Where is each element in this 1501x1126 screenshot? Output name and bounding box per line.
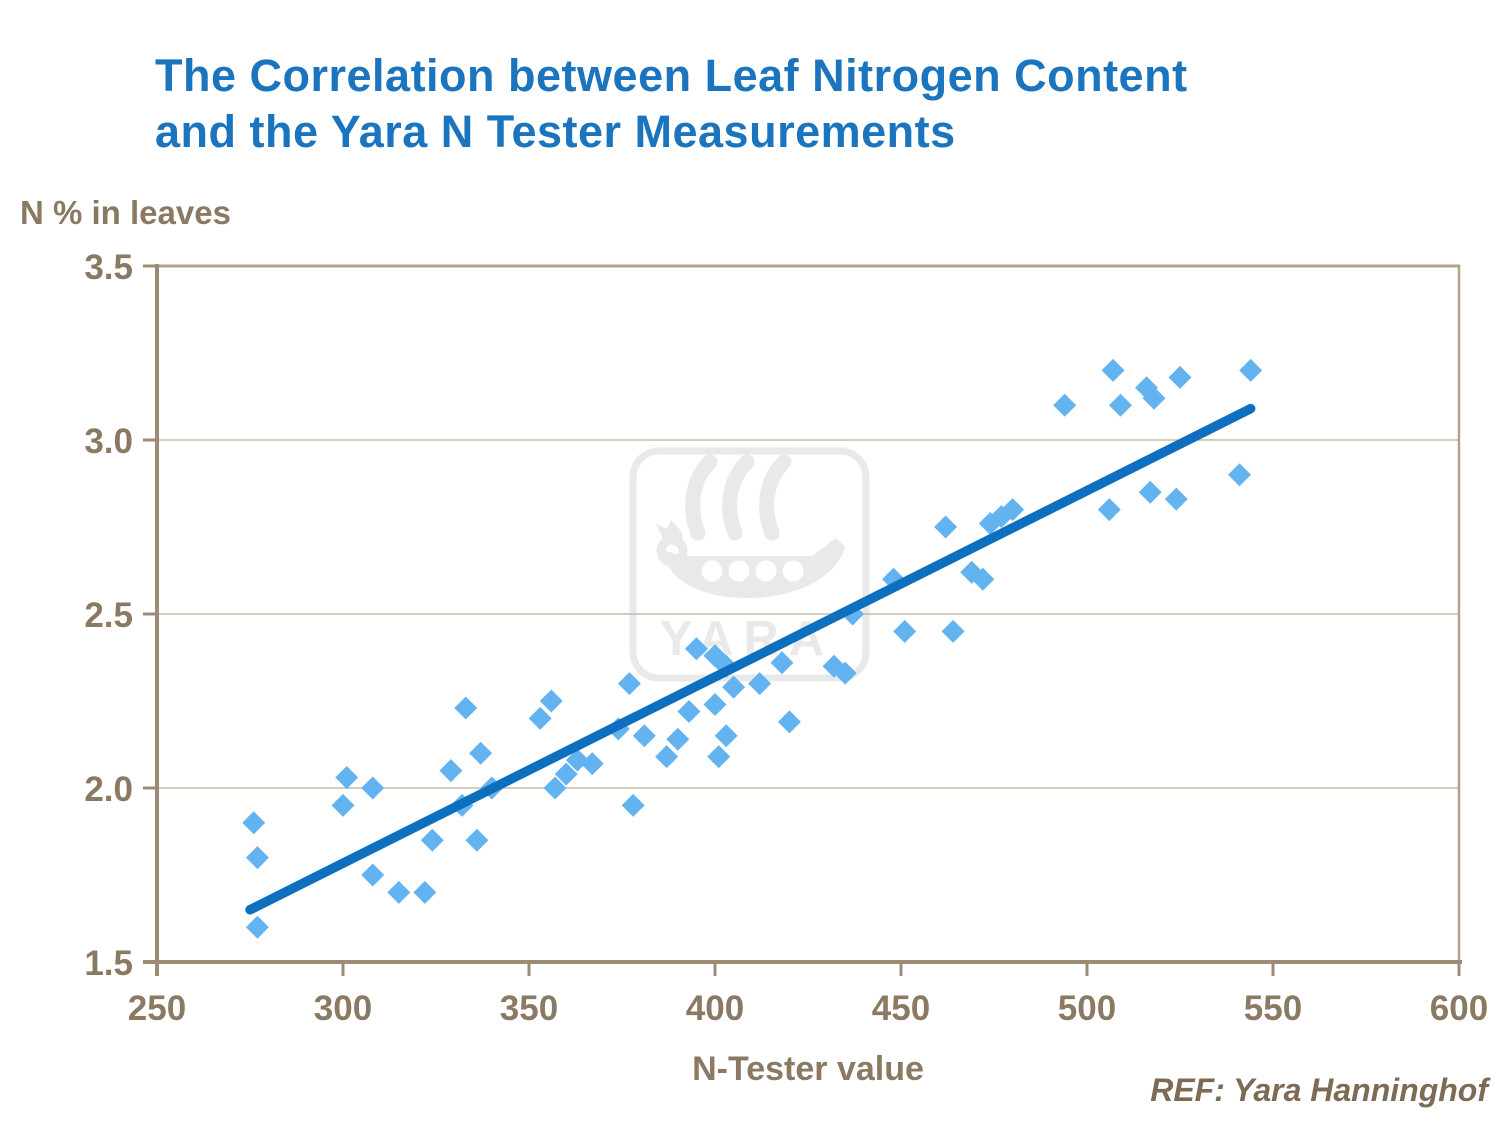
scatter-point — [893, 619, 917, 643]
scatter-point — [242, 811, 266, 835]
scatter-point — [707, 745, 731, 769]
watermark-frame — [629, 447, 870, 682]
y-tick-label: 3.0 — [84, 422, 133, 461]
scatter-point — [1239, 358, 1263, 382]
scatter-point — [655, 745, 679, 769]
scatter-point — [543, 776, 567, 800]
x-tick-label: 550 — [1244, 989, 1302, 1028]
x-tick-label: 400 — [686, 989, 744, 1028]
scatter-point — [420, 828, 444, 852]
scatter-point — [1001, 498, 1025, 522]
scatter-point — [361, 776, 385, 800]
scatter-point — [632, 724, 656, 748]
x-tick-label: 600 — [1430, 989, 1488, 1028]
scatter-point — [971, 567, 995, 591]
x-tick-label: 450 — [872, 989, 930, 1028]
scatter-point — [335, 766, 359, 790]
trend-line — [245, 403, 1256, 915]
scatter-point — [1168, 365, 1192, 389]
scatter-point — [770, 651, 794, 675]
scatter-point — [748, 672, 772, 696]
scatter-point — [1164, 487, 1188, 511]
x-tick-label: 300 — [314, 989, 372, 1028]
watermark-sail-stroke — [759, 454, 792, 541]
scatter-point — [387, 880, 411, 904]
scatter-point — [1142, 386, 1166, 410]
x-tick-label: 350 — [500, 989, 558, 1028]
watermark-shield — [755, 560, 777, 582]
scatter-point — [617, 672, 641, 696]
scatter-point — [722, 675, 746, 699]
scatter-point — [528, 706, 552, 730]
scatter-point — [684, 637, 708, 661]
watermark-shield — [782, 560, 804, 582]
watermark-shield — [701, 560, 723, 582]
scatter-point — [941, 619, 965, 643]
scatter-point — [580, 752, 604, 776]
scatter-point — [439, 759, 463, 783]
scatter-point — [361, 863, 385, 887]
scatter-point — [677, 699, 701, 723]
scatter-point — [1097, 498, 1121, 522]
scatter-point — [1053, 393, 1077, 417]
chart-title-line1: The Correlation between Leaf Nitrogen Co… — [155, 50, 1188, 101]
scatter-point — [1138, 480, 1162, 504]
watermark-dragon-head — [656, 520, 683, 546]
y-tick-label: 2.0 — [84, 770, 133, 809]
chart-title-line2: and the Yara N Tester Measurements — [155, 105, 956, 157]
scatter-point — [714, 724, 738, 748]
scatter-point — [777, 710, 801, 734]
reference-note: REF: Yara Hanninghof — [1150, 1072, 1488, 1108]
scatter-point — [934, 515, 958, 539]
scatter-point — [1101, 358, 1125, 382]
y-tick-label: 3.5 — [84, 248, 133, 287]
x-tick-label: 250 — [128, 989, 186, 1028]
watermark-logo: YARA — [629, 447, 870, 682]
watermark-ship-hull — [660, 538, 845, 598]
scatter-point — [621, 793, 645, 817]
scatter-point — [331, 793, 355, 817]
scatter-point — [833, 661, 857, 685]
chart-title: The Correlation between Leaf Nitrogen Co… — [155, 48, 1188, 160]
scatter-point — [413, 880, 437, 904]
scatter-point — [454, 696, 478, 720]
scatter-point — [703, 692, 727, 716]
scatter-point — [666, 727, 690, 751]
scatter-point — [1228, 463, 1252, 487]
watermark-sail-stroke — [722, 454, 755, 541]
scatter-point — [1108, 393, 1132, 417]
scatter-point — [245, 846, 269, 870]
scatter-point — [539, 689, 563, 713]
scatter-point — [245, 915, 269, 939]
x-axis-title: N-Tester value — [692, 1050, 924, 1088]
y-axis-title: N % in leaves — [20, 194, 231, 231]
y-tick-label: 1.5 — [84, 944, 133, 983]
x-tick-label: 500 — [1058, 989, 1116, 1028]
y-tick-label: 2.5 — [84, 596, 133, 635]
watermark-sail-stroke — [685, 454, 718, 541]
watermark-shield — [728, 560, 750, 582]
scatter-point — [469, 741, 493, 765]
scatter-point — [465, 828, 489, 852]
scatter-point — [554, 762, 578, 786]
